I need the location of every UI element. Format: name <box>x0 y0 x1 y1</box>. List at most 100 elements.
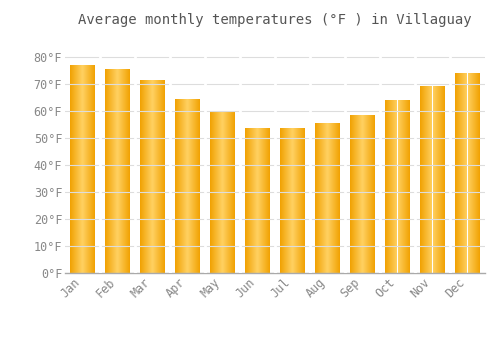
Bar <box>437 86 438 273</box>
Bar <box>352 115 353 273</box>
Bar <box>357 115 358 273</box>
Bar <box>265 128 266 273</box>
Bar <box>105 69 106 273</box>
Bar <box>426 86 427 273</box>
Bar <box>351 115 352 273</box>
Bar <box>234 112 235 273</box>
Bar <box>472 73 473 273</box>
Bar <box>119 69 120 273</box>
Bar <box>146 80 147 273</box>
Bar <box>223 112 224 273</box>
Bar <box>112 69 113 273</box>
Bar <box>71 65 72 273</box>
Bar <box>113 69 114 273</box>
Bar <box>393 100 394 273</box>
Bar <box>87 65 88 273</box>
Bar <box>261 128 262 273</box>
Title: Average monthly temperatures (°F ) in Villaguay: Average monthly temperatures (°F ) in Vi… <box>78 13 472 27</box>
Bar <box>479 73 480 273</box>
Bar <box>331 123 332 273</box>
Bar <box>338 123 339 273</box>
Bar <box>443 86 444 273</box>
Bar <box>465 73 466 273</box>
Bar <box>372 115 373 273</box>
Bar <box>90 65 91 273</box>
Bar <box>108 69 109 273</box>
Bar <box>127 69 128 273</box>
Bar <box>404 100 405 273</box>
Bar <box>215 112 216 273</box>
Bar <box>385 100 386 273</box>
Bar <box>441 86 442 273</box>
Bar <box>250 128 251 273</box>
Bar <box>128 69 129 273</box>
Bar <box>477 73 478 273</box>
Bar <box>462 73 463 273</box>
Bar <box>298 128 299 273</box>
Bar <box>175 99 176 273</box>
Bar <box>125 69 126 273</box>
Bar <box>292 128 293 273</box>
Bar <box>193 99 194 273</box>
Bar <box>363 115 364 273</box>
Bar <box>182 99 183 273</box>
Bar <box>403 100 404 273</box>
Bar <box>267 128 268 273</box>
Bar <box>89 65 90 273</box>
Bar <box>436 86 437 273</box>
Bar <box>258 128 259 273</box>
Bar <box>124 69 125 273</box>
Bar <box>284 128 285 273</box>
Bar <box>317 123 318 273</box>
Bar <box>397 100 398 273</box>
Bar <box>266 128 267 273</box>
Bar <box>405 100 406 273</box>
Bar <box>473 73 474 273</box>
Bar <box>194 99 195 273</box>
Bar <box>388 100 389 273</box>
Bar <box>369 115 370 273</box>
Bar <box>432 86 433 273</box>
Bar <box>84 65 85 273</box>
Bar <box>251 128 252 273</box>
Bar <box>300 128 301 273</box>
Bar <box>438 86 439 273</box>
Bar <box>315 123 316 273</box>
Bar <box>157 80 158 273</box>
Bar <box>263 128 264 273</box>
Bar <box>159 80 160 273</box>
Bar <box>444 86 445 273</box>
Bar <box>390 100 391 273</box>
Bar <box>116 69 117 273</box>
Bar <box>353 115 354 273</box>
Bar <box>398 100 399 273</box>
Bar <box>268 128 269 273</box>
Bar <box>350 115 351 273</box>
Bar <box>88 65 89 273</box>
Bar <box>319 123 320 273</box>
Bar <box>294 128 295 273</box>
Bar <box>181 99 182 273</box>
Bar <box>409 100 410 273</box>
Bar <box>471 73 472 273</box>
Bar <box>217 112 218 273</box>
Bar <box>222 112 223 273</box>
Bar <box>339 123 340 273</box>
Bar <box>367 115 368 273</box>
Bar <box>255 128 256 273</box>
Bar <box>366 115 367 273</box>
Bar <box>158 80 159 273</box>
Bar <box>470 73 471 273</box>
Bar <box>400 100 401 273</box>
Bar <box>356 115 357 273</box>
Bar <box>162 80 163 273</box>
Bar <box>325 123 326 273</box>
Bar <box>427 86 428 273</box>
Bar <box>144 80 145 273</box>
Bar <box>291 128 292 273</box>
Bar <box>186 99 187 273</box>
Bar <box>114 69 115 273</box>
Bar <box>253 128 254 273</box>
Bar <box>231 112 232 273</box>
Bar <box>364 115 365 273</box>
